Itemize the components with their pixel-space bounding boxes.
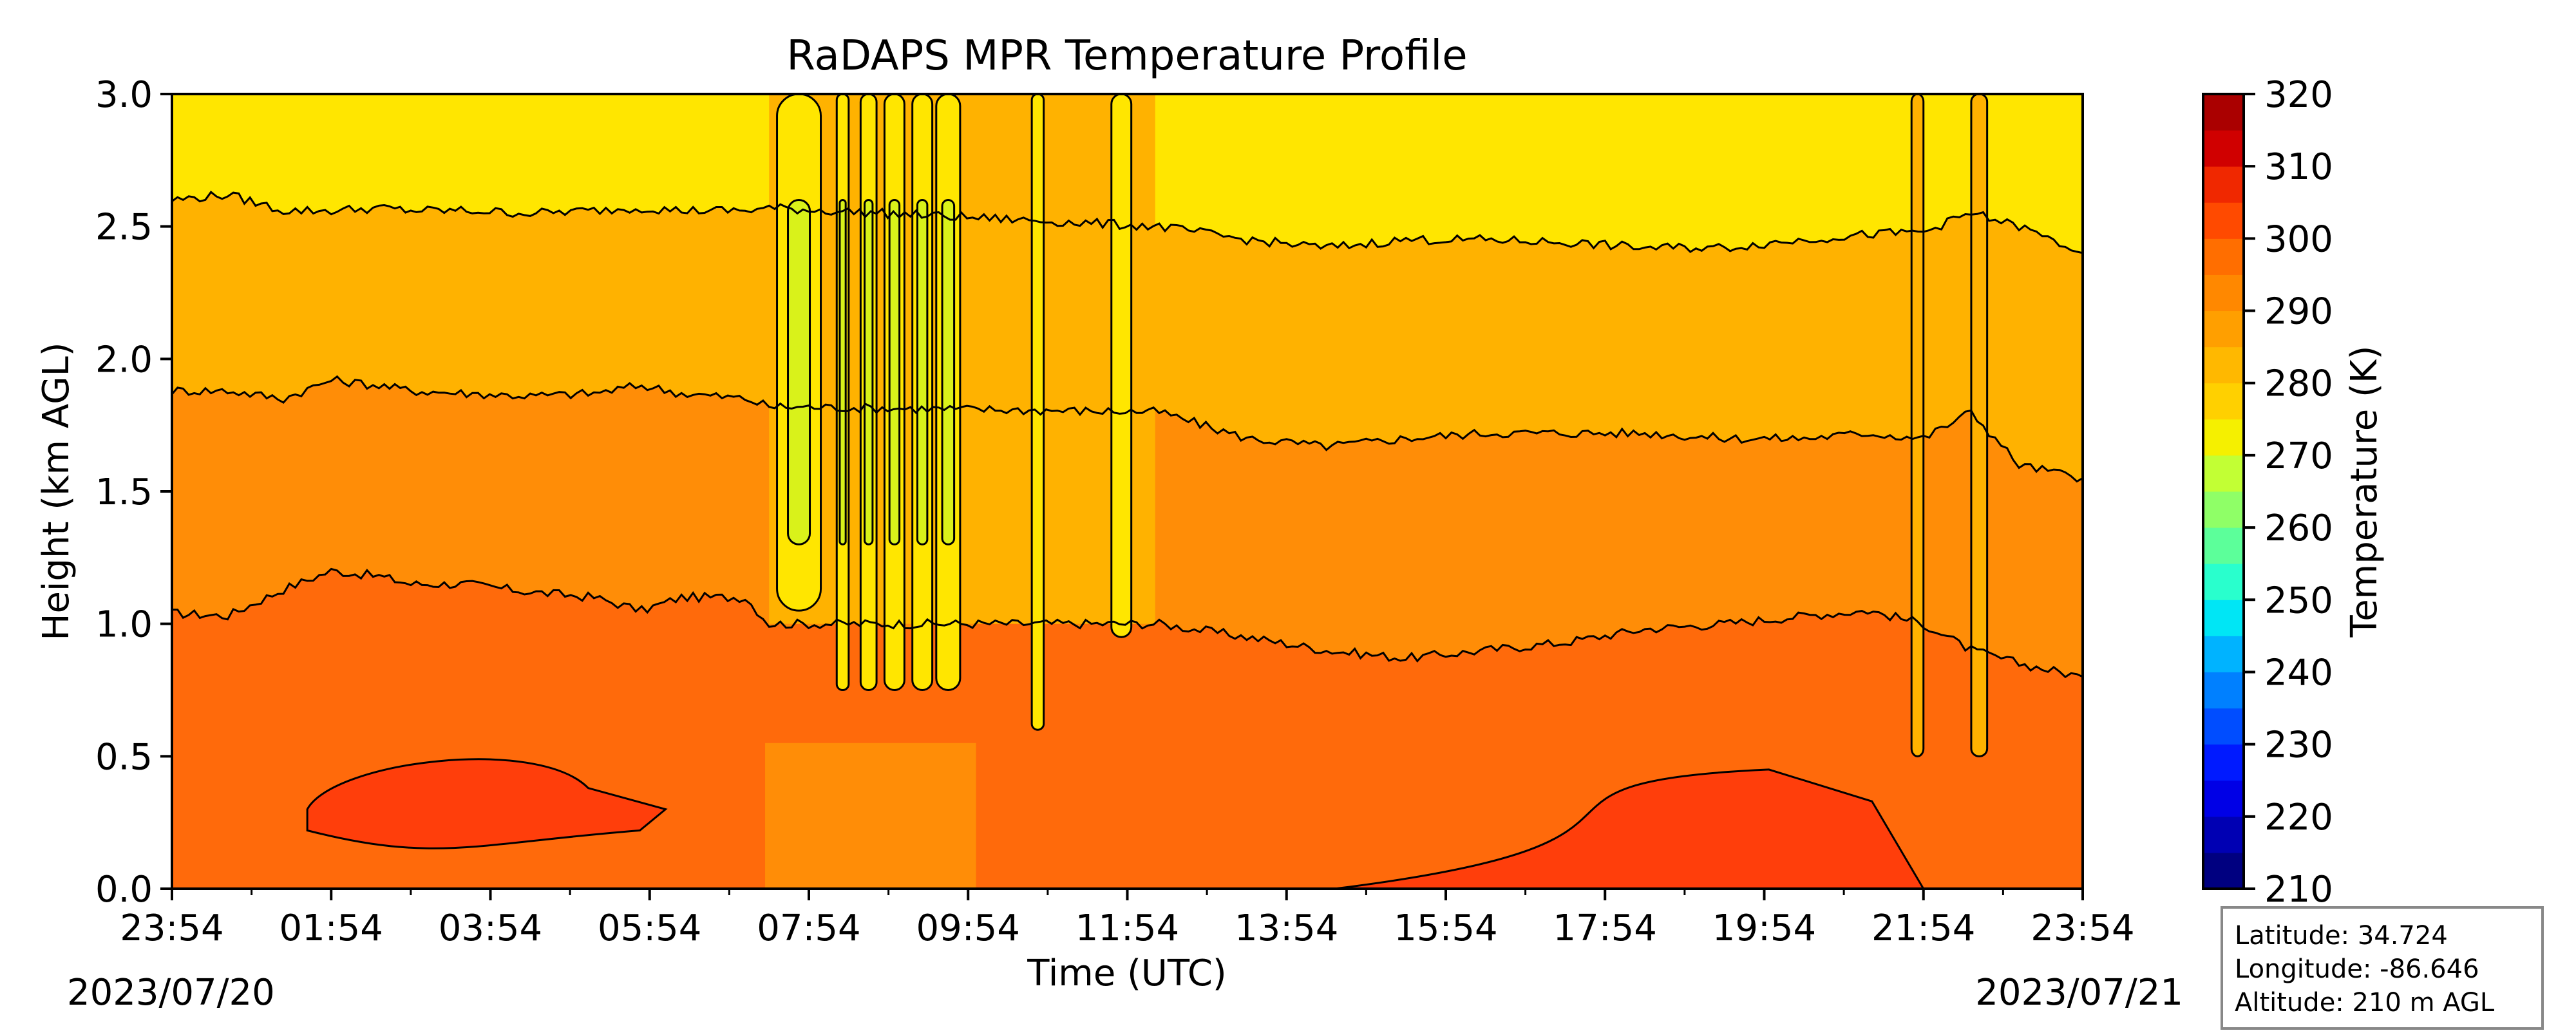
cold-core [787, 199, 811, 545]
warm-region-300-305 [1334, 768, 1925, 889]
colorbar-tick-label: 230 [2264, 725, 2333, 766]
x-tick-label: 23:54 [120, 907, 223, 949]
cold-core [838, 199, 847, 545]
colorbar-label: Temperature (K) [2344, 346, 2385, 638]
y-tick-label: 3.0 [95, 74, 153, 116]
y-tick-label: 1.0 [95, 604, 153, 646]
warm-region-300-305 [306, 758, 668, 849]
colorbar-tick-label: 280 [2264, 363, 2333, 405]
info-box: Latitude: 34.724 Longitude: -86.646 Alti… [2221, 906, 2544, 1030]
colorbar-segment [2203, 600, 2244, 636]
cold-core [941, 199, 956, 545]
x-tick-label: 19:54 [1712, 907, 1816, 949]
y-tick-label: 1.5 [95, 471, 153, 513]
x-tick-label: 21:54 [1871, 907, 1975, 949]
colorbar-segment [2203, 346, 2244, 384]
x-tick-label: 05:54 [598, 907, 701, 949]
cold-core [916, 199, 929, 545]
colorbar-segment [2203, 274, 2244, 312]
x-axis: 23:54 01:54 03:54 05:54 07:54 09:54 11:54 13:54… [120, 889, 2135, 949]
colorbar-segment [2203, 816, 2244, 853]
end-date-label: 2023/07/21 [1975, 972, 2183, 1014]
x-tick-label: 11:54 [1075, 907, 1179, 949]
colorbar-segment [2203, 383, 2244, 420]
y-tick-label: 2.5 [95, 207, 153, 249]
x-tick-label: 13:54 [1235, 907, 1338, 949]
colorbar-segment [2203, 202, 2244, 239]
info-longitude: Longitude: -86.646 [2235, 954, 2479, 984]
x-tick-label: 17:54 [1553, 907, 1657, 949]
colorbar-segment [2203, 636, 2244, 672]
temperature-contour-lines [172, 191, 2083, 679]
colorbar-segment [2203, 130, 2244, 167]
colorbar [2202, 93, 2245, 890]
colorbar-tick-label: 250 [2264, 580, 2333, 621]
x-tick-label: 15:54 [1394, 907, 1497, 949]
convective-lower [765, 743, 976, 889]
colorbar-segment [2203, 455, 2244, 492]
y-axis: 0.0 0.5 1.0 1.5 2.0 2.5 3.0 [95, 74, 172, 911]
colorbar-segment [2203, 744, 2244, 781]
x-tick-label: 03:54 [439, 907, 542, 949]
cold-core [888, 199, 901, 545]
colorbar-tick-label: 290 [2264, 291, 2333, 333]
info-latitude: Latitude: 34.724 [2235, 921, 2448, 951]
colorbar-segment [2203, 527, 2244, 564]
colorbar-segment [2203, 708, 2244, 745]
x-axis-label: Time (UTC) [1027, 952, 1227, 994]
colorbar-tick-label: 270 [2264, 435, 2333, 477]
convective-block [769, 94, 1155, 624]
colorbar-segment [2203, 780, 2244, 817]
temperature-contour-fill [172, 94, 2083, 889]
x-tick-label: 01:54 [279, 907, 383, 949]
colorbar-tick-label: 260 [2264, 507, 2333, 549]
start-date-label: 2023/07/20 [67, 972, 275, 1014]
transition-streak [1970, 94, 1989, 757]
colorbar-segment [2203, 491, 2244, 528]
colorbar-segment [2203, 419, 2244, 456]
colorbar-segment [2203, 310, 2244, 348]
y-axis-label: Height (km AGL) [35, 342, 77, 640]
info-box-frame [2221, 906, 2544, 1030]
colorbar-frame [2202, 93, 2245, 890]
colorbar-tick-label: 310 [2264, 146, 2333, 188]
colorbar-ticks: 210 220 230 240 250 260 270 280 290 300 310 320 [2244, 74, 2333, 911]
colorbar-segment [2203, 852, 2244, 889]
colorbar-tick-label: 240 [2264, 652, 2333, 694]
info-altitude: Altitude: 210 m AGL [2235, 988, 2495, 1018]
contour-line [172, 567, 2083, 679]
colorbar-tick-label: 210 [2264, 869, 2333, 911]
contour-line [172, 191, 2083, 254]
x-tick-label: 23:54 [2031, 907, 2134, 949]
colorbar-segment [2203, 166, 2244, 203]
colorbar-segment [2203, 94, 2244, 131]
colorbar-tick-label: 320 [2264, 74, 2333, 116]
contour-line [172, 375, 2083, 483]
transition-streak [1910, 94, 1925, 757]
colorbar-segment [2203, 672, 2244, 709]
colorbar-segment [2203, 238, 2244, 275]
colorbar-tick-label: 220 [2264, 797, 2333, 839]
x-tick-label: 07:54 [757, 907, 860, 949]
colorbar-segment [2203, 564, 2244, 600]
colorbar-tick-label: 300 [2264, 218, 2333, 260]
x-tick-label: 09:54 [916, 907, 1020, 949]
y-tick-label: 2.0 [95, 339, 153, 381]
cold-core [864, 199, 874, 545]
chart-title: RaDAPS MPR Temperature Profile [786, 32, 1467, 80]
y-tick-label: 0.5 [95, 736, 153, 778]
cool-streak [1110, 94, 1133, 638]
y-tick-label: 0.0 [95, 869, 153, 911]
